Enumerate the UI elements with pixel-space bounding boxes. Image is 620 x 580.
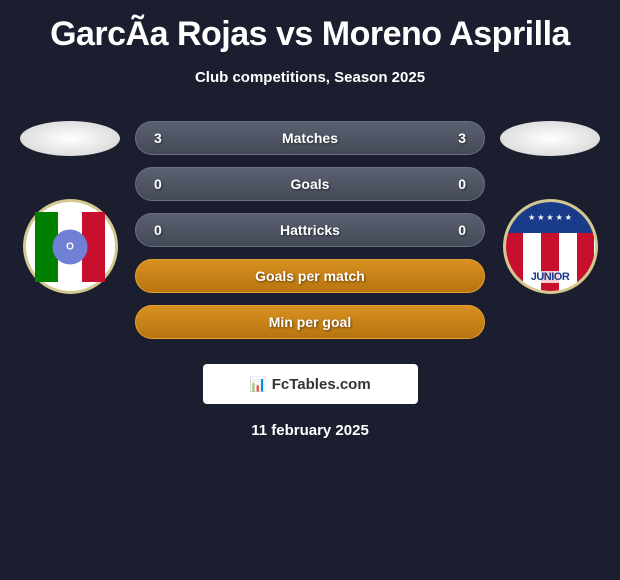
stat-label: Min per goal xyxy=(269,314,351,330)
infographic-container: GarcÃ­a Rojas vs Moreno Asprilla Club co… xyxy=(0,0,620,449)
stat-left-value: 0 xyxy=(154,176,162,192)
star-icon: ★ xyxy=(528,213,535,222)
stat-left-value: 0 xyxy=(154,222,162,238)
player-left-photo xyxy=(20,121,120,156)
stat-label: Hattricks xyxy=(280,222,340,238)
star-icon: ★ xyxy=(565,213,572,222)
badge-left-emblem: O xyxy=(53,229,88,264)
stat-label: Goals xyxy=(291,176,330,192)
stats-column: 3 Matches 3 0 Goals 0 0 Hattricks 0 Goal… xyxy=(135,121,485,339)
subtitle: Club competitions, Season 2025 xyxy=(0,69,620,86)
chart-icon: 📊 xyxy=(249,376,266,393)
player-right-photo xyxy=(500,121,600,156)
player-left-side: O xyxy=(20,121,120,294)
page-title: GarcÃ­a Rojas vs Moreno Asprilla xyxy=(0,15,620,54)
player-right-side: ★ ★ ★ ★ ★ JUNIOR xyxy=(500,121,600,294)
stat-left-value: 3 xyxy=(154,130,162,146)
club-badge-left: O xyxy=(23,199,118,294)
stat-label: Goals per match xyxy=(255,268,365,284)
badge-right-top: ★ ★ ★ ★ ★ xyxy=(506,202,595,233)
star-icon: ★ xyxy=(556,213,563,222)
stat-row-goals: 0 Goals 0 xyxy=(135,167,485,201)
stat-row-gpm: Goals per match xyxy=(135,259,485,293)
stripe-red xyxy=(577,233,595,291)
stat-right-value: 3 xyxy=(458,130,466,146)
stat-row-hattricks: 0 Hattricks 0 xyxy=(135,213,485,247)
stat-label: Matches xyxy=(282,130,338,146)
stat-right-value: 0 xyxy=(458,176,466,192)
star-icon: ★ xyxy=(546,213,553,222)
content-row: O 3 Matches 3 0 Goals 0 0 Hattricks 0 Go… xyxy=(0,121,620,339)
attribution-box: 📊 FcTables.com xyxy=(203,364,418,404)
stat-row-matches: 3 Matches 3 xyxy=(135,121,485,155)
date-label: 11 february 2025 xyxy=(0,422,620,439)
badge-right-text: JUNIOR xyxy=(528,271,573,283)
stat-row-mpg: Min per goal xyxy=(135,305,485,339)
stripe-red xyxy=(506,233,524,291)
club-badge-right: ★ ★ ★ ★ ★ JUNIOR xyxy=(503,199,598,294)
attribution-text: FcTables.com xyxy=(272,376,371,393)
stat-right-value: 0 xyxy=(458,222,466,238)
star-icon: ★ xyxy=(537,213,544,222)
